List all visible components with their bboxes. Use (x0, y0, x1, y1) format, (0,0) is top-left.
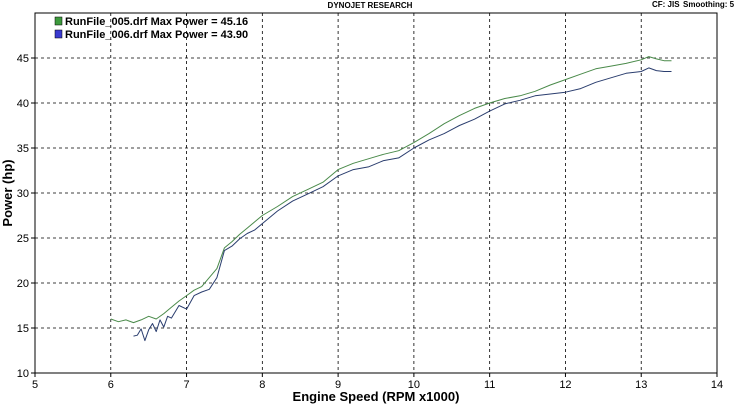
y-tick-label-30: 30 (17, 188, 29, 200)
y-tick-label-35: 35 (17, 143, 29, 155)
y-tick-label-40: 40 (17, 98, 29, 110)
x-tick-label-14: 14 (711, 379, 723, 391)
x-tick-label-13: 13 (635, 379, 647, 391)
y-tick-label-20: 20 (17, 278, 29, 290)
y-tick-label-25: 25 (17, 233, 29, 245)
legend-label-run-005: RunFile_005.drf Max Power = 45.16 (65, 16, 248, 28)
chart-header-title: DYNOJET RESEARCH (328, 1, 413, 10)
legend-swatch-run-005 (54, 16, 63, 26)
x-tick-label-6: 6 (108, 379, 114, 391)
series-group (110, 56, 672, 342)
axis-ticks: 5 6 7 8 9 10 11 12 13 14 10 15 20 25 30 35 40 45 (17, 53, 723, 391)
y-tick-label-10: 10 (17, 368, 29, 380)
x-tick-label-9: 9 (335, 379, 341, 391)
grid (35, 13, 717, 373)
x-tick-label-12: 12 (559, 379, 571, 391)
y-tick-label-15: 15 (17, 323, 29, 335)
series-line-run-005 (110, 56, 672, 324)
correction-factor: CF: JIS (652, 0, 680, 9)
legend: RunFile_005.drf Max Power = 45.16 RunFil… (54, 16, 248, 41)
legend-swatch-run-006 (54, 29, 63, 39)
x-tick-label-10: 10 (408, 379, 420, 391)
x-tick-label-8: 8 (259, 379, 265, 391)
x-tick-label-5: 5 (32, 379, 38, 391)
x-axis-label: Engine Speed (RPM x1000) (293, 389, 460, 404)
smoothing-setting: Smoothing: 5 (683, 0, 735, 9)
legend-label-run-006: RunFile_006.drf Max Power = 43.90 (65, 29, 248, 41)
y-axis-label: Power (hp) (0, 159, 15, 226)
x-tick-label-7: 7 (183, 379, 189, 391)
y-tick-label-45: 45 (17, 53, 29, 65)
series-line-run-006 (133, 67, 672, 342)
x-tick-label-11: 11 (484, 379, 495, 391)
